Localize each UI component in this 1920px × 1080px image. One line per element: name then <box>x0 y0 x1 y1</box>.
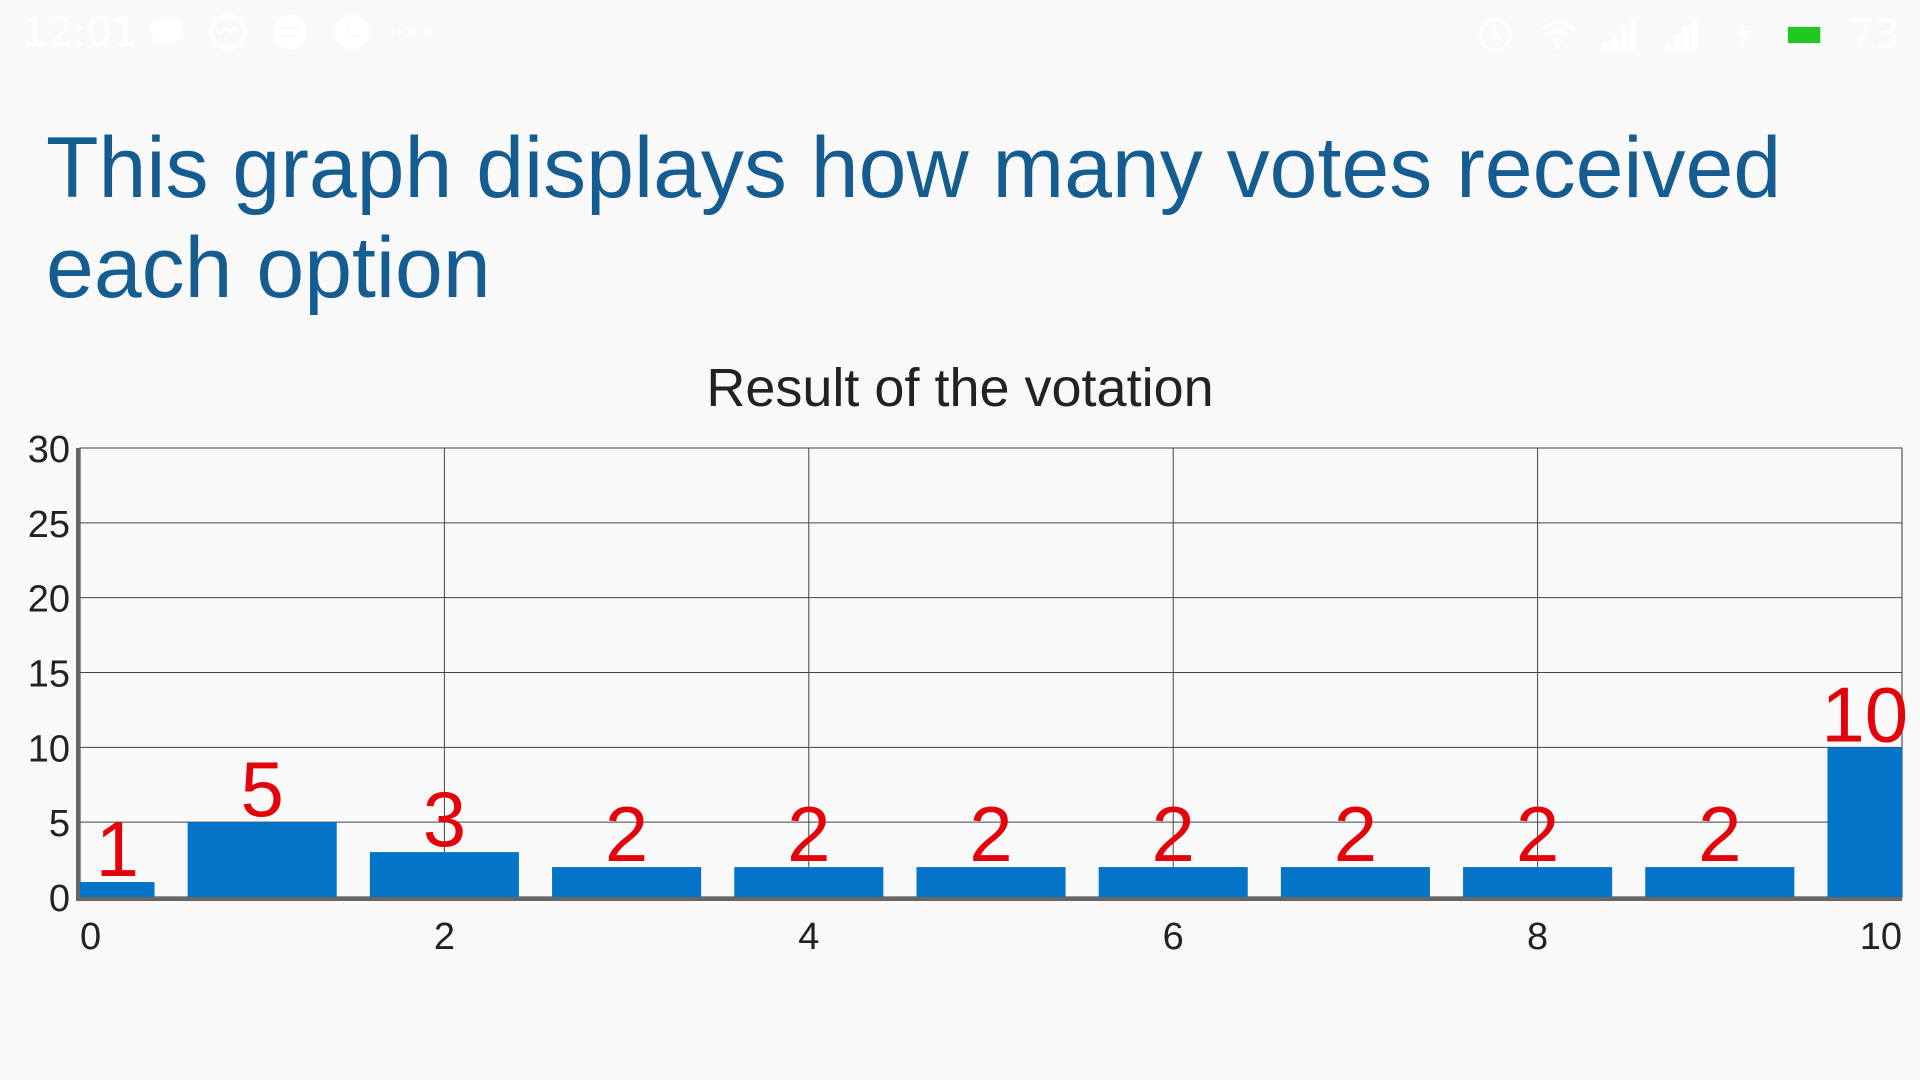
bar-value-label: 2 <box>1516 790 1559 878</box>
bar-value-label: 2 <box>1152 790 1195 878</box>
message-icon <box>272 14 308 50</box>
bar-value-label: 2 <box>787 790 830 878</box>
status-system-icons: 73 <box>1477 12 1900 58</box>
x-tick-label: 8 <box>1527 916 1548 958</box>
bar <box>552 867 702 897</box>
y-tick-label: 20 <box>28 579 70 621</box>
bar <box>734 867 884 897</box>
status-time: 12:01 <box>22 10 138 56</box>
bar-value-label: 2 <box>1334 790 1377 878</box>
wifi-icon <box>1539 17 1575 53</box>
x-tick-label: 0 <box>80 916 101 958</box>
signal-icon <box>1601 17 1637 53</box>
charging-icon <box>1725 17 1761 53</box>
bar <box>1827 747 1902 897</box>
bar <box>916 867 1066 897</box>
y-tick-label: 5 <box>49 803 70 845</box>
more-icon <box>396 14 432 50</box>
y-tick-label: 15 <box>28 654 70 696</box>
x-tick-label: 10 <box>1860 916 1902 958</box>
x-tick-label: 4 <box>798 916 819 958</box>
chart-bars <box>80 747 1902 897</box>
alarm-icon <box>1477 17 1513 53</box>
bar-value-label: 2 <box>1698 790 1741 878</box>
bar <box>1645 867 1795 897</box>
bar <box>1280 867 1430 897</box>
bar-value-label: 2 <box>969 790 1012 878</box>
bar-value-label: 10 <box>1821 670 1908 758</box>
bar <box>1098 867 1248 897</box>
bar <box>80 882 155 897</box>
bar-value-label: 1 <box>96 805 139 893</box>
y-tick-label: 25 <box>28 504 70 546</box>
status-bar: 12:01 <box>0 0 1920 66</box>
battery-percent: 73 <box>1849 12 1900 58</box>
y-tick-label: 0 <box>49 878 70 920</box>
chart-value-labels: 1 5 3 2 2 2 2 2 2 2 10 <box>96 670 1909 893</box>
status-notification-icons <box>148 14 432 50</box>
battery-icon <box>1787 17 1823 53</box>
page-headline: This graph displays how many votes recei… <box>46 120 1782 316</box>
signal-icon <box>1663 17 1699 53</box>
chart-title: Result of the votation <box>706 360 1213 418</box>
x-tick-label: 6 <box>1163 916 1184 958</box>
chat-bubble-icon <box>148 14 184 50</box>
bar-value-label: 2 <box>605 790 648 878</box>
phone-icon <box>334 14 370 50</box>
y-tick-label: 30 <box>28 429 70 471</box>
x-tick-label: 2 <box>434 916 455 958</box>
bar-value-label: 5 <box>241 745 284 833</box>
bar <box>1463 867 1613 897</box>
bar <box>187 822 337 897</box>
y-tick-label: 10 <box>28 728 70 770</box>
messenger-icon <box>210 14 246 50</box>
bar <box>369 852 519 897</box>
bar-value-label: 3 <box>423 775 466 863</box>
